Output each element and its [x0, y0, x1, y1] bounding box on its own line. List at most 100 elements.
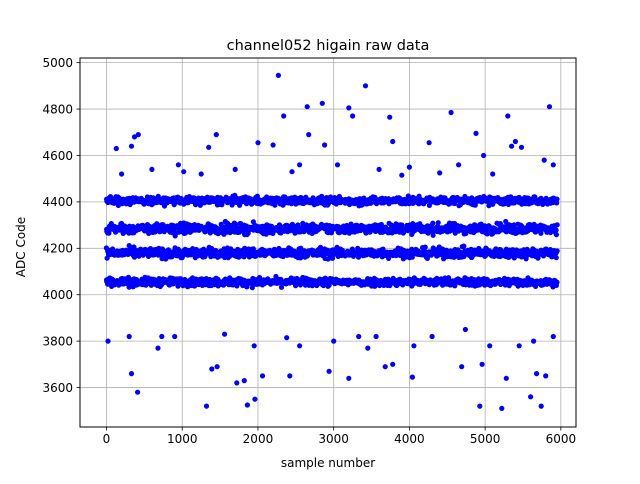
data-point: [550, 333, 556, 340]
data-point: [456, 162, 462, 168]
data-point: [346, 105, 352, 111]
data-point: [477, 403, 483, 409]
axis-ticks: 0 1000 2000 3000 4000 5000 6000 3600 3800 4000 420…: [42, 56, 576, 446]
data-point: [241, 378, 247, 384]
data-point: [181, 169, 187, 175]
data-point: [479, 361, 485, 367]
data-point: [106, 230, 112, 236]
data-point: [430, 220, 436, 226]
data-point: [365, 345, 371, 351]
data-point: [346, 375, 352, 381]
data-point: [319, 100, 325, 106]
data-point: [473, 130, 479, 136]
data-point: [270, 142, 276, 148]
data-point: [198, 171, 204, 177]
x-tick-label: 6000: [546, 432, 577, 446]
data-point: [252, 396, 258, 402]
data-point: [546, 104, 553, 110]
y-tick-label: 4000: [42, 288, 73, 302]
data-point: [497, 221, 503, 227]
data-point: [553, 255, 559, 261]
data-point: [373, 333, 379, 340]
data-point: [255, 140, 261, 146]
x-tick-label: 1000: [167, 432, 198, 446]
data-point: [399, 172, 405, 178]
data-point: [297, 162, 303, 168]
data-point: [203, 403, 210, 409]
data-point: [543, 373, 549, 379]
data-point: [289, 169, 295, 175]
data-point: [531, 338, 537, 344]
data-point: [128, 371, 135, 377]
data-point: [387, 114, 393, 120]
data-point: [406, 164, 412, 170]
data-point: [367, 229, 373, 235]
data-point: [259, 373, 266, 379]
data-point: [175, 162, 181, 168]
data-point: [553, 232, 560, 238]
x-tick-label: 2000: [243, 432, 274, 446]
x-tick-label: 3000: [318, 432, 349, 446]
data-point: [554, 222, 560, 228]
data-point: [119, 171, 125, 177]
data-point: [317, 244, 324, 250]
x-tick-label: 5000: [470, 432, 501, 446]
data-point: [553, 227, 559, 233]
data-point: [135, 389, 141, 395]
data-point: [251, 343, 257, 349]
x-axis-label: sample number: [281, 456, 375, 470]
data-point: [382, 364, 388, 370]
data-point: [218, 221, 224, 227]
data-point: [554, 200, 560, 206]
data-point: [172, 333, 178, 340]
data-point: [234, 380, 240, 386]
data-point: [297, 343, 303, 349]
data-point: [541, 157, 547, 163]
data-point: [214, 364, 220, 370]
data-point: [159, 333, 165, 340]
data-point: [126, 333, 132, 340]
data-point: [331, 338, 337, 344]
data-point: [472, 202, 478, 208]
data-point: [554, 279, 560, 285]
data-point: [322, 142, 328, 148]
data-point: [446, 275, 452, 281]
data-point: [275, 72, 281, 78]
data-point: [538, 403, 544, 409]
data-point: [287, 373, 293, 379]
data-point: [105, 338, 111, 344]
data-point: [278, 284, 285, 290]
plot-frame: [79, 57, 577, 428]
data-point: [429, 333, 435, 340]
data-point: [462, 326, 468, 333]
data-point: [512, 138, 519, 145]
x-tick-label: 0: [103, 432, 111, 446]
data-point: [222, 331, 228, 337]
y-tick-label: 4200: [42, 242, 73, 256]
data-point: [461, 243, 467, 249]
data-point: [350, 113, 356, 119]
data-point: [390, 138, 396, 145]
data-point: [534, 371, 540, 377]
data-point: [528, 394, 534, 400]
data-point: [209, 366, 215, 372]
chart-title: channel052 higain raw data: [227, 38, 430, 54]
data-point: [135, 132, 141, 138]
data-point: [554, 248, 560, 254]
data-point: [155, 345, 161, 351]
data-point: [219, 202, 225, 208]
data-points: [103, 72, 560, 411]
data-point: [284, 335, 290, 341]
data-point: [356, 333, 362, 340]
data-point: [448, 109, 454, 116]
data-point: [516, 343, 522, 349]
data-point: [206, 144, 212, 150]
data-point: [430, 232, 436, 238]
data-point: [244, 284, 250, 290]
data-point: [131, 134, 138, 140]
data-point: [487, 343, 493, 349]
data-point: [459, 364, 465, 370]
data-point: [334, 162, 341, 168]
